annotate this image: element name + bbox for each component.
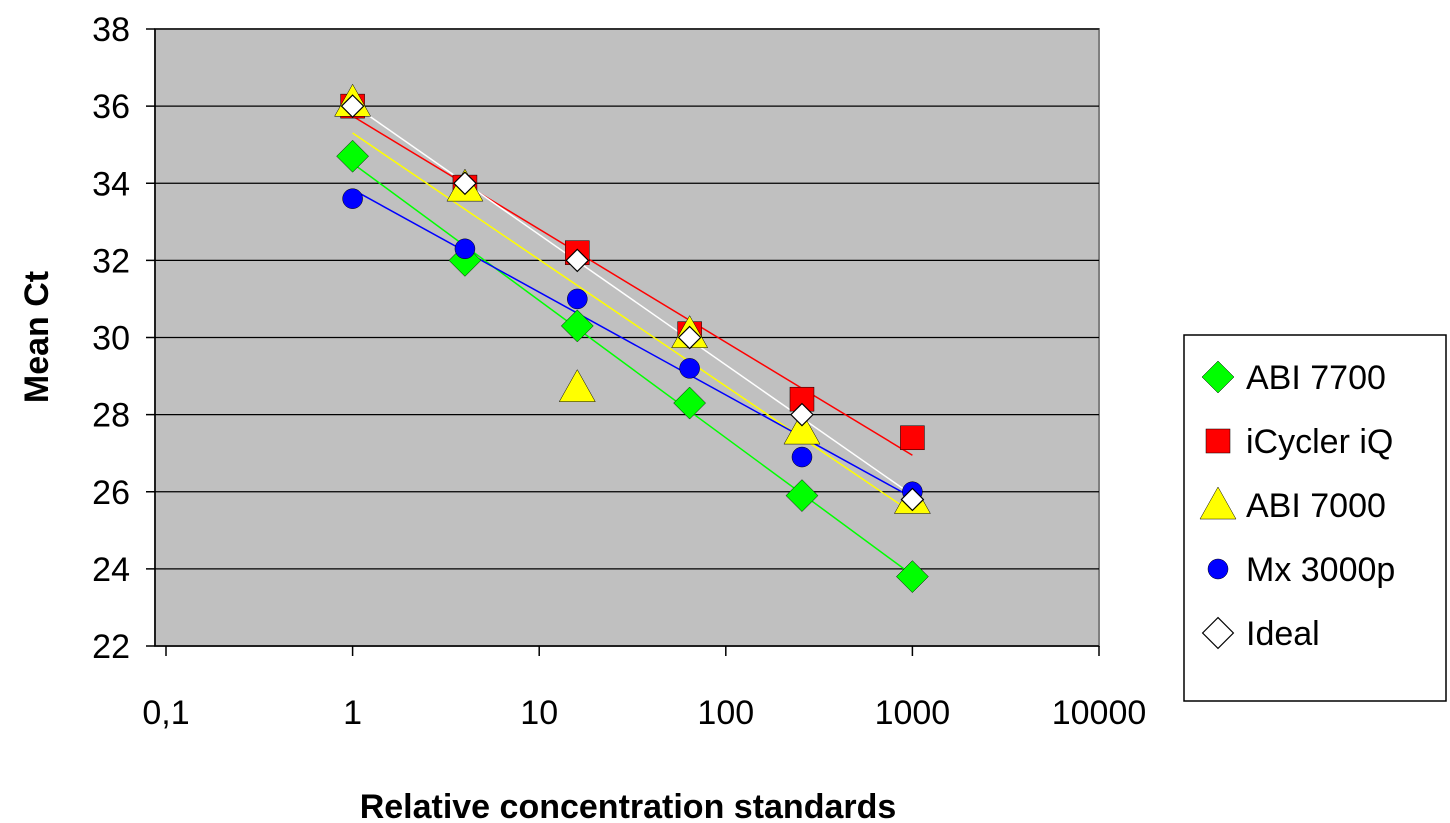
markers	[334, 83, 931, 593]
point-abi-7000	[558, 369, 596, 402]
trendline	[352, 115, 913, 456]
legend-marker-ideal	[1201, 616, 1235, 650]
legend-marker-abi-7700	[1201, 360, 1235, 394]
trendline	[352, 162, 913, 576]
point-abi-7700	[896, 560, 929, 593]
trendline	[352, 188, 913, 499]
point-ideal	[900, 487, 925, 512]
y-axis-title: Mean Ct	[18, 271, 56, 403]
y-tick-label: 36	[92, 88, 130, 126]
point-abi-7000	[783, 411, 821, 445]
y-tick-labels: 22 24 26 28 30 32 34 36 38	[92, 11, 130, 666]
y-tick-label: 34	[92, 165, 130, 203]
x-axis-title: Relative concentration standards	[360, 788, 897, 823]
trendlines	[352, 103, 913, 576]
x-tick-label: 1	[343, 694, 362, 732]
gridlines	[155, 28, 1099, 570]
y-tick-label: 32	[92, 242, 130, 280]
point-mx-3000p	[454, 238, 476, 260]
x-tick-label: 1000	[875, 694, 951, 732]
axes	[146, 28, 1100, 656]
y-tick-label: 24	[92, 551, 130, 589]
point-abi-7700	[560, 309, 594, 343]
legend-label-abi-7700: ABI 7700	[1246, 359, 1386, 397]
legend-label-icycler-iq: iCycler iQ	[1246, 423, 1393, 461]
trendline	[352, 132, 913, 514]
legend-label-mx-3000p: Mx 3000p	[1246, 551, 1395, 589]
point-mx-3000p	[791, 446, 813, 468]
point-mx-3000p	[342, 188, 363, 209]
point-mx-3000p	[679, 358, 700, 379]
x-tick-label: 10	[520, 694, 558, 732]
point-abi-7700	[673, 386, 706, 420]
point-abi-7700	[336, 139, 369, 173]
point-ideal	[565, 248, 590, 273]
x-tick-labels: 0,1 1 10 100 1000 10000	[142, 694, 1146, 732]
point-icycler-iq	[900, 425, 925, 451]
x-tick-label: 0,1	[142, 694, 189, 732]
x-tick-label: 100	[697, 694, 754, 732]
legend-marker-abi-7000	[1199, 486, 1237, 520]
legend-marker-mx-3000p	[1207, 558, 1229, 580]
legend-marker-icycler-iq	[1205, 428, 1231, 454]
x-tick-label: 10000	[1052, 694, 1147, 732]
y-tick-label: 30	[92, 320, 130, 358]
point-ideal	[677, 325, 702, 350]
point-mx-3000p	[567, 288, 588, 310]
legend-label-ideal: Ideal	[1246, 615, 1320, 653]
legend: ABI 7700 iCycler iQ ABI 7000 Mx 3000p Ideal	[1183, 334, 1447, 702]
point-ideal	[453, 171, 477, 196]
y-tick-label: 22	[92, 628, 130, 666]
y-tick-label: 38	[92, 11, 130, 49]
y-tick-label: 26	[92, 474, 130, 512]
trendline	[352, 103, 913, 496]
point-ideal	[790, 402, 814, 427]
point-abi-7700	[785, 479, 819, 512]
legend-label-abi-7000: ABI 7000	[1246, 487, 1386, 525]
y-tick-label: 28	[92, 397, 130, 435]
point-ideal	[340, 94, 365, 118]
